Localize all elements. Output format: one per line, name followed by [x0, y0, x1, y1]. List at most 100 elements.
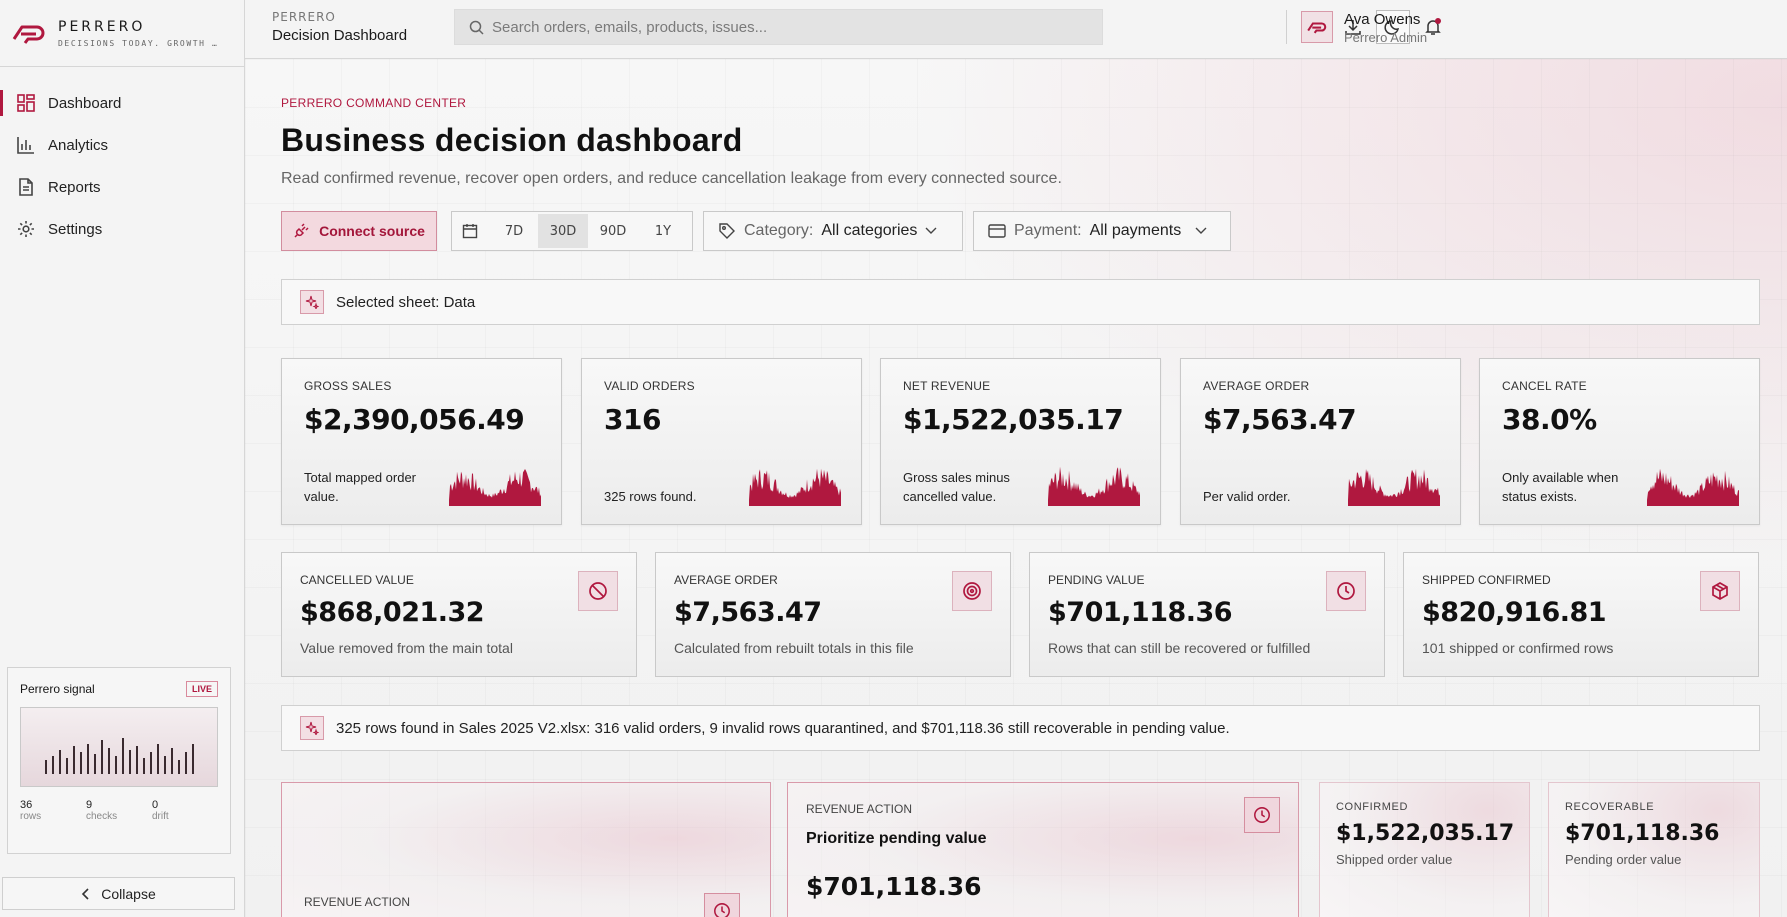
connect-source-label: Connect source — [319, 223, 425, 239]
search-input[interactable]: Search orders, emails, products, issues.… — [454, 9, 1103, 45]
category-filter[interactable]: Category: All categories — [703, 211, 963, 251]
signal-bar — [65, 758, 68, 774]
stat-label: SHIPPED CONFIRMED — [1422, 573, 1551, 587]
stat-note: Calculated from rebuilt totals in this f… — [674, 640, 914, 656]
clock-icon — [1326, 571, 1366, 611]
stat-value: $868,021.32 — [300, 597, 485, 628]
sidebar-item-reports[interactable]: Reports — [0, 166, 244, 208]
chevron-down-icon — [1195, 227, 1207, 234]
bar-chart-icon — [17, 137, 34, 154]
signal-bar — [93, 754, 96, 774]
live-badge: LIVE — [185, 681, 218, 697]
signal-stat-rows: 36 rows — [20, 799, 42, 822]
signal-bar — [163, 756, 166, 774]
search-placeholder: Search orders, emails, products, issues.… — [492, 18, 768, 36]
brand[interactable]: PERRERO DECISIONS TODAY. GROWTH … — [0, 0, 244, 67]
signal-bar — [135, 746, 138, 774]
sparkline-area — [749, 468, 841, 506]
stat-card-pending-value: PENDING VALUE $701,118.36 Rows that can … — [1029, 552, 1385, 677]
signal-bar — [51, 756, 54, 774]
signal-bar — [142, 758, 145, 774]
signal-title: Perrero signal — [20, 682, 95, 696]
mini-card-recoverable: RECOVERABLE $701,118.36 Pending order va… — [1548, 782, 1760, 917]
stat-card-cancelled-value: CANCELLED VALUE $868,021.32 Value remove… — [281, 552, 637, 677]
stat-note: Value removed from the main total — [300, 640, 513, 656]
date-range-selector: 7D 30D 90D 1Y — [451, 211, 693, 251]
download-button[interactable] — [1336, 10, 1370, 44]
signal-bar — [184, 752, 187, 774]
dashboard-title: Business decision dashboard — [281, 122, 743, 158]
range-30d[interactable]: 30D — [538, 214, 588, 248]
stat-note: 101 shipped or confirmed rows — [1422, 640, 1614, 656]
signal-chart — [20, 707, 218, 787]
signal-bar — [58, 750, 61, 774]
collapse-label: Collapse — [101, 885, 156, 902]
kpi-label: GROSS SALES — [304, 379, 392, 393]
sidebar-item-label: Settings — [48, 220, 103, 238]
kpi-label: AVERAGE ORDER — [1203, 379, 1310, 393]
stat-value: $7,563.47 — [674, 597, 822, 628]
kpi-card-average-order: AVERAGE ORDER $7,563.47 Per valid order. — [1180, 358, 1461, 525]
perrero-logo-icon — [1307, 22, 1327, 34]
range-7d[interactable]: 7D — [504, 223, 524, 239]
connect-source-button[interactable]: Connect source — [281, 211, 437, 251]
payment-filter-value: All payments — [1089, 222, 1182, 239]
brand-tagline: DECISIONS TODAY. GROWTH … — [58, 38, 219, 48]
kpi-card-net-revenue: NET REVENUE $1,522,035.17 Gross sales mi… — [880, 358, 1161, 525]
moon-icon — [1384, 20, 1400, 35]
package-icon — [1700, 571, 1740, 611]
kpi-sparkline — [1348, 468, 1440, 506]
range-1y[interactable]: 1Y — [654, 223, 672, 239]
sparkline-area — [449, 469, 541, 506]
chevron-down-icon — [925, 227, 937, 234]
collapse-button[interactable]: Collapse — [2, 877, 235, 910]
brand-name: PERRERO — [58, 18, 146, 35]
kpi-sparkline — [1647, 468, 1739, 506]
sidebar-item-label: Reports — [48, 178, 101, 196]
kpi-card-cancel-rate: CANCEL RATE 38.0% Only available when st… — [1479, 358, 1760, 525]
dashboard-subtitle: Read confirmed revenue, recover open ord… — [281, 170, 1062, 187]
plug-icon — [294, 223, 309, 238]
category-filter-label: Category: — [744, 222, 814, 239]
payment-filter[interactable]: Payment: All payments — [973, 211, 1231, 251]
kpi-card-gross-sales: GROSS SALES $2,390,056.49 Total mapped o… — [281, 358, 562, 525]
revenue-action-panel-pending[interactable]: REVENUE ACTION Prioritize pending value … — [787, 782, 1299, 917]
mini-label: CONFIRMED — [1336, 801, 1409, 813]
avatar[interactable] — [1301, 11, 1333, 43]
range-90d[interactable]: 90D — [599, 223, 627, 239]
credit-card-icon — [988, 224, 1006, 238]
kpi-note: 325 rows found. — [604, 489, 697, 504]
sidebar-item-label: Dashboard — [48, 94, 122, 112]
stat-card-average-order: AVERAGE ORDER $7,563.47 Calculated from … — [655, 552, 1011, 677]
user-menu[interactable]: Ava Owens Perrero Admin — [1344, 11, 1427, 45]
kpi-note: Per valid order. — [1203, 489, 1291, 504]
calendar-icon — [462, 224, 478, 239]
kpi-card-valid-orders: VALID ORDERS 316 325 rows found. — [581, 358, 862, 525]
kpi-label: CANCEL RATE — [1502, 379, 1587, 393]
stat-label: AVERAGE ORDER — [674, 573, 778, 587]
category-filter-value: All categories — [821, 222, 918, 239]
signal-bar — [44, 760, 47, 774]
eyebrow: PERRERO COMMAND CENTER — [281, 96, 467, 110]
mini-value: $701,118.36 — [1565, 821, 1720, 846]
mini-note: Shipped order value — [1336, 852, 1453, 867]
kpi-value: $1,522,035.17 — [903, 403, 1124, 436]
dark-mode-toggle[interactable] — [1376, 10, 1410, 44]
sidebar-item-analytics[interactable]: Analytics — [0, 124, 244, 166]
sparkles-icon — [300, 290, 324, 314]
payment-filter-label: Payment: — [1014, 222, 1082, 239]
sidebar-item-dashboard[interactable]: Dashboard — [0, 82, 244, 124]
kpi-sparkline — [449, 469, 541, 506]
panel-value: $701,118.36 — [806, 872, 982, 901]
breadcrumb-root: PERRERO — [272, 10, 336, 24]
sidebar-nav: Dashboard Analytics Reports Settings — [0, 82, 244, 250]
revenue-action-panel-left[interactable]: REVENUE ACTION — [281, 782, 771, 917]
notifications-button[interactable] — [1416, 10, 1450, 44]
sidebar-item-settings[interactable]: Settings — [0, 208, 244, 250]
summary-text: 325 rows found in Sales 2025 V2.xlsx: 31… — [336, 719, 1230, 737]
signal-card: Perrero signal LIVE 36 rows 9 checks 0 drif… — [7, 667, 231, 854]
target-icon — [952, 571, 992, 611]
clock-icon — [1244, 797, 1280, 833]
signal-stat-checks: 9 checks — [86, 799, 118, 822]
signal-stat-drift: 0 drift — [152, 799, 169, 822]
